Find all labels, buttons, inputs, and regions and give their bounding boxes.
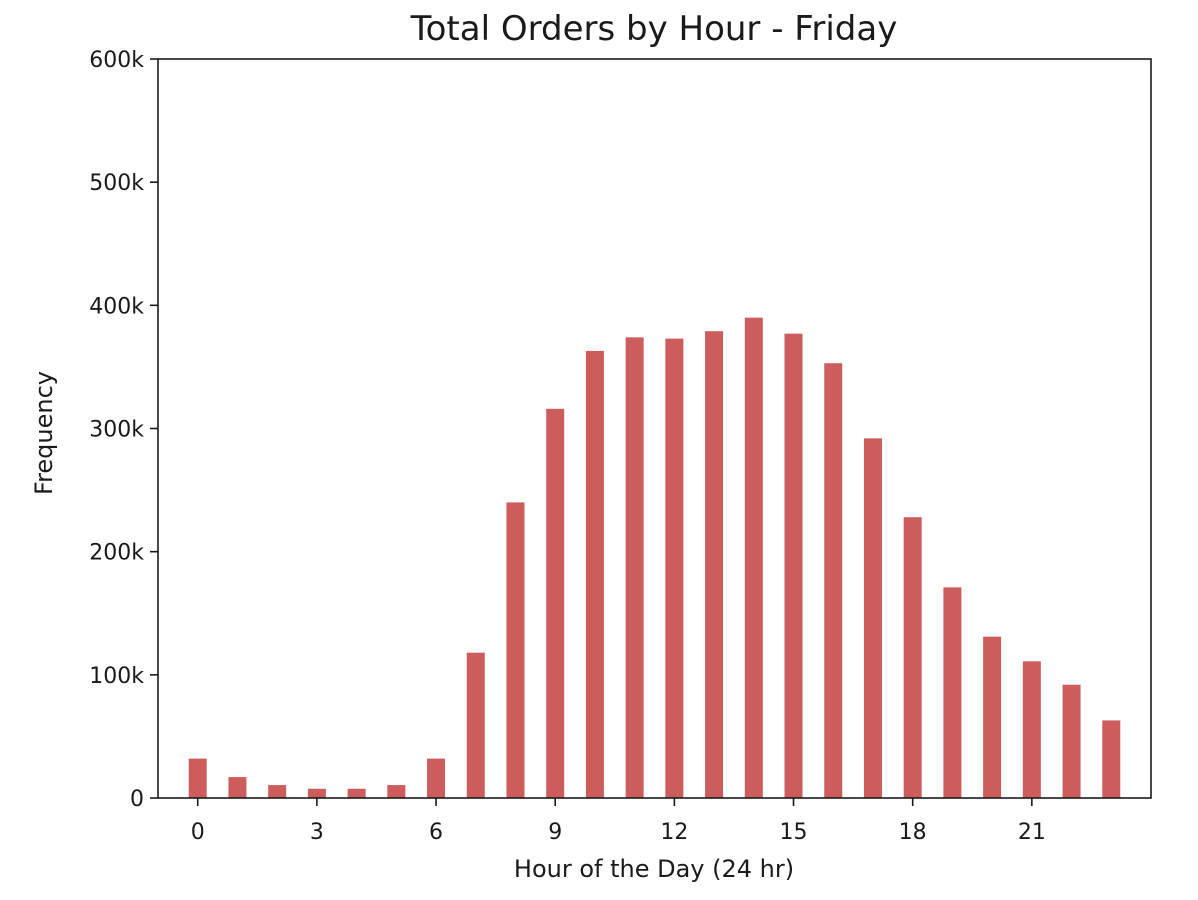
y-axis-label: Frequency [30, 371, 58, 495]
bar-hour-23 [1102, 720, 1121, 798]
x-axis-label: Hour of the Day (24 hr) [514, 855, 794, 883]
y-tick-label: 100k [89, 664, 144, 689]
bar-hour-19 [943, 587, 962, 798]
plot-frame [157, 58, 1152, 799]
x-tick-label: 3 [310, 820, 324, 845]
y-tick-label: 400k [89, 294, 144, 319]
y-tick-label: 500k [89, 171, 144, 196]
bar-hour-22 [1062, 684, 1081, 798]
bar-hour-1 [228, 777, 247, 798]
x-tick-label: 15 [780, 820, 808, 845]
x-tick-label: 6 [429, 820, 443, 845]
y-tick-label: 600k [89, 48, 144, 73]
x-tick-label: 9 [548, 820, 562, 845]
bar-hour-16 [824, 363, 843, 798]
bar-hour-21 [1022, 661, 1041, 798]
bar-hour-7 [466, 652, 485, 798]
bar-hour-13 [705, 331, 724, 798]
bar-hour-10 [585, 350, 604, 798]
bar-hour-5 [387, 785, 406, 798]
bar-hour-18 [903, 517, 922, 798]
y-axis-ticks: 0 100k 200k 300k 400k 500k 600k [89, 48, 158, 812]
y-tick-label: 0 [130, 787, 144, 812]
y-tick-label: 300k [89, 418, 144, 443]
y-tick-label: 200k [89, 541, 144, 566]
bar-hour-20 [983, 636, 1002, 798]
x-axis-ticks: 0 3 6 9 12 15 18 21 [191, 798, 1046, 845]
x-tick-label: 18 [899, 820, 927, 845]
bar-hour-2 [268, 785, 287, 798]
bar-hour-14 [744, 317, 763, 798]
bar-hour-3 [307, 788, 326, 798]
bar-hour-6 [427, 758, 446, 798]
bar-hour-15 [784, 333, 803, 798]
x-tick-label: 21 [1018, 820, 1046, 845]
bar-hour-11 [625, 337, 644, 798]
bar-hour-0 [188, 758, 207, 798]
bars-group [188, 317, 1121, 798]
chart-title: Total Orders by Hour - Friday [410, 9, 898, 49]
bar-hour-8 [506, 502, 525, 798]
bar-hour-4 [347, 788, 366, 798]
bar-hour-12 [665, 338, 684, 798]
bar-hour-17 [863, 438, 882, 798]
x-tick-label: 0 [191, 820, 205, 845]
x-tick-label: 12 [660, 820, 688, 845]
bar-hour-9 [546, 408, 565, 798]
